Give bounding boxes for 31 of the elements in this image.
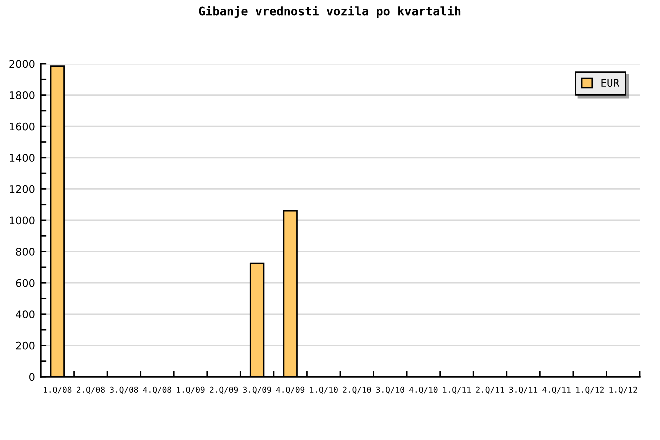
legend-label: EUR xyxy=(602,79,620,87)
x-tick-label: 4.Q/11 xyxy=(542,386,571,394)
y-tick-label: 200 xyxy=(16,342,35,350)
y-tick-label: 600 xyxy=(16,279,35,288)
x-tick-label: 1.Q/12 xyxy=(610,386,638,394)
x-tick-label: 4.Q/08 xyxy=(143,386,172,394)
x-tick-label: 3.Q/09 xyxy=(243,386,272,394)
x-tick-label: 2.Q/10 xyxy=(343,386,372,394)
y-tick-label: 2000 xyxy=(10,60,35,68)
x-tick-label: 1.Q/09 xyxy=(177,386,205,394)
x-tick-label: 1.Q/08 xyxy=(44,386,72,394)
y-tick-label: 1000 xyxy=(10,216,35,225)
x-tick-label: 3.Q/11 xyxy=(510,386,538,394)
x-tick-label: 1.Q/10 xyxy=(310,386,338,394)
x-tick-label: 3.Q/10 xyxy=(376,386,404,394)
y-tick-label: 400 xyxy=(16,310,35,319)
x-tick-label: 4.Q/10 xyxy=(410,386,438,394)
y-tick-label: 0 xyxy=(30,373,35,382)
y-tick-label: 1600 xyxy=(10,122,35,131)
x-tick-label: 1.Q/11 xyxy=(443,386,471,394)
y-tick-label: 1400 xyxy=(10,154,35,162)
x-tick-label: 2.Q/09 xyxy=(210,386,238,394)
x-tick-label: 2.Q/11 xyxy=(476,386,504,394)
x-tick-label: 1.Q/12 xyxy=(576,386,604,394)
x-tick-label: 2.Q/08 xyxy=(76,386,105,394)
y-tick-label: 1800 xyxy=(10,92,35,100)
y-tick-label: 800 xyxy=(16,248,35,256)
x-tick-label: 4.Q/09 xyxy=(276,386,305,394)
y-tick-label: 1200 xyxy=(10,185,35,194)
x-tick-label: 3.Q/08 xyxy=(110,386,138,394)
chart-title: Gibanje vrednosti vozila po kvartalih xyxy=(199,6,461,18)
